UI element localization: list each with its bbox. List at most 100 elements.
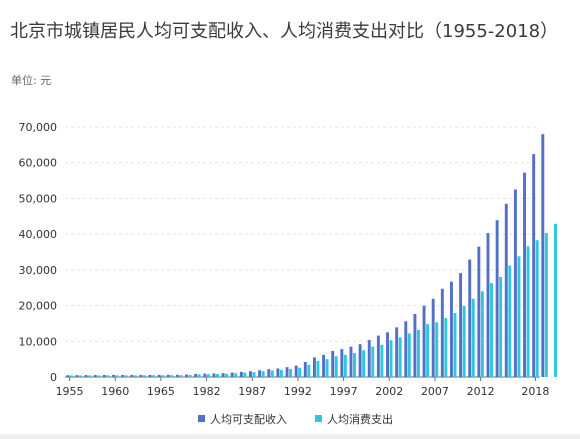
bar-income[interactable] (376, 335, 380, 377)
bar-income[interactable] (504, 203, 508, 377)
bar-income[interactable] (404, 321, 408, 377)
bar-expense[interactable] (298, 367, 302, 377)
bar-expense[interactable] (508, 265, 512, 377)
bar-expense[interactable] (535, 240, 539, 377)
bar-income[interactable] (386, 332, 389, 377)
bar-expense[interactable] (517, 256, 521, 377)
bar-income[interactable] (340, 349, 344, 377)
bar-expense[interactable] (444, 318, 448, 377)
bar-income[interactable] (221, 373, 225, 377)
bar-income[interactable] (267, 369, 271, 377)
bar-income[interactable] (523, 172, 526, 377)
bar-income[interactable] (413, 313, 417, 377)
bar-income[interactable] (294, 365, 298, 377)
bar-expense[interactable] (407, 333, 411, 377)
bar-income[interactable] (422, 305, 426, 377)
bar-expense[interactable] (334, 356, 338, 377)
bar-expense[interactable] (270, 370, 274, 377)
bar-expense[interactable] (197, 374, 201, 377)
bar-expense[interactable] (380, 344, 384, 377)
bar-expense[interactable] (243, 372, 247, 377)
bar-expense[interactable] (554, 223, 557, 377)
bar-expense[interactable] (435, 322, 439, 377)
bar-income[interactable] (66, 375, 70, 377)
bar-expense[interactable] (544, 232, 548, 377)
bar-income[interactable] (367, 340, 371, 377)
bar-income[interactable] (93, 375, 97, 377)
bar-expense[interactable] (216, 374, 219, 377)
bar-expense[interactable] (371, 346, 375, 377)
bar-income[interactable] (230, 372, 234, 377)
bar-expense[interactable] (426, 324, 430, 377)
bar-expense[interactable] (279, 369, 283, 377)
bar-expense[interactable] (526, 246, 530, 377)
bar-expense[interactable] (88, 375, 92, 377)
bar-income[interactable] (239, 371, 243, 377)
bar-expense[interactable] (453, 313, 457, 377)
bar-income[interactable] (212, 373, 216, 377)
bar-expense[interactable] (106, 375, 110, 377)
bar-income[interactable] (431, 298, 435, 377)
bar-expense[interactable] (416, 329, 420, 377)
bar-expense[interactable] (152, 375, 156, 377)
bar-income[interactable] (166, 374, 170, 377)
bar-income[interactable] (130, 374, 134, 377)
bar-expense[interactable] (389, 340, 393, 377)
bar-expense[interactable] (115, 375, 119, 377)
bar-expense[interactable] (398, 337, 402, 377)
bar-expense[interactable] (188, 375, 192, 377)
bar-income[interactable] (249, 371, 252, 377)
bar-income[interactable] (157, 374, 161, 377)
bar-expense[interactable] (170, 375, 174, 377)
bar-income[interactable] (258, 370, 262, 377)
bar-income[interactable] (75, 375, 79, 377)
bar-expense[interactable] (206, 374, 210, 377)
bar-expense[interactable] (289, 368, 293, 377)
bar-income[interactable] (175, 374, 179, 377)
bar-income[interactable] (203, 373, 207, 377)
bar-income[interactable] (194, 373, 198, 377)
legend-item-expense[interactable]: 人均消费支出 (315, 412, 393, 426)
bar-income[interactable] (285, 367, 289, 377)
bar-expense[interactable] (480, 291, 484, 377)
bar-income[interactable] (331, 350, 335, 377)
bar-income[interactable] (395, 327, 399, 377)
bar-income[interactable] (121, 375, 125, 377)
bar-income[interactable] (349, 346, 353, 377)
bar-expense[interactable] (261, 371, 265, 377)
bar-income[interactable] (139, 374, 143, 377)
bar-income[interactable] (459, 273, 463, 377)
bar-expense[interactable] (499, 277, 503, 377)
bar-expense[interactable] (471, 298, 475, 377)
bar-expense[interactable] (353, 353, 356, 377)
bar-expense[interactable] (124, 375, 128, 377)
bar-income[interactable] (84, 375, 88, 377)
bar-income[interactable] (513, 189, 517, 378)
bar-expense[interactable] (343, 354, 347, 377)
bar-expense[interactable] (69, 375, 73, 378)
bar-income[interactable] (112, 374, 115, 377)
bar-income[interactable] (468, 259, 472, 378)
bar-income[interactable] (495, 220, 499, 377)
bar-income[interactable] (322, 354, 326, 377)
bar-income[interactable] (532, 154, 536, 377)
bar-income[interactable] (185, 374, 189, 377)
bar-income[interactable] (276, 368, 280, 377)
bar-income[interactable] (303, 362, 307, 377)
bar-income[interactable] (486, 233, 490, 377)
bar-income[interactable] (148, 374, 152, 377)
bar-income[interactable] (440, 288, 444, 377)
bar-expense[interactable] (362, 350, 366, 377)
bar-expense[interactable] (179, 375, 183, 377)
bar-income[interactable] (541, 134, 545, 377)
bar-expense[interactable] (234, 373, 238, 377)
bar-expense[interactable] (462, 305, 466, 377)
bar-expense[interactable] (307, 364, 311, 377)
legend-item-income[interactable]: 人均可支配收入 (198, 412, 287, 426)
bar-income[interactable] (358, 344, 362, 377)
bar-expense[interactable] (161, 375, 165, 377)
bar-income[interactable] (477, 246, 481, 377)
bar-expense[interactable] (142, 375, 146, 377)
bar-expense[interactable] (316, 360, 320, 377)
bar-expense[interactable] (252, 372, 256, 377)
